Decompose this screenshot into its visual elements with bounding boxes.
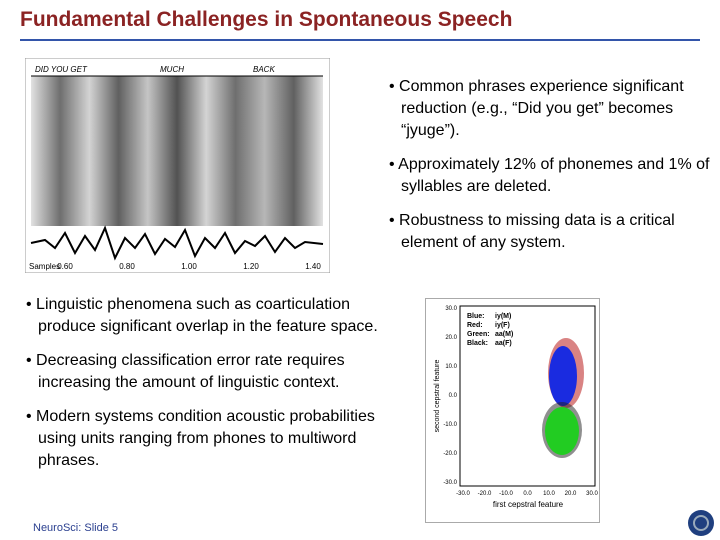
legend-key: Green:: [467, 331, 490, 338]
y-tick-label: -20.0: [443, 451, 457, 457]
x-tick-label: -30.0: [456, 491, 470, 497]
bullet: • Approximately 12% of phonemes and 1% o…: [389, 156, 710, 195]
bullet: • Modern systems condition acoustic prob…: [26, 408, 375, 469]
time-tick: 1.00: [181, 262, 197, 271]
bullet: • Common phrases experience significant …: [389, 78, 684, 139]
logo-circle: [688, 510, 714, 536]
x-tick-label: -10.0: [499, 491, 513, 497]
bullet: • Decreasing classification error rate r…: [26, 352, 345, 391]
legend-key: Blue:: [467, 313, 485, 320]
x-tick-label: 30.0: [586, 491, 598, 497]
y-tick-label: 30.0: [445, 306, 457, 312]
x-axis-label: first cepstral feature: [493, 500, 564, 509]
y-tick-label: -10.0: [443, 422, 457, 428]
y-tick-label: 0.0: [449, 393, 458, 399]
samples-label: Samples: [29, 262, 60, 271]
scatter-figure: 30.0 20.0 10.0 0.0 -10.0 -20.0 -30.0 -30.0 -20.0…: [425, 298, 600, 523]
x-tick-label: 10.0: [543, 491, 555, 497]
right-bullets: • Common phrases experience significant …: [383, 76, 720, 266]
time-tick: 1.40: [305, 262, 321, 271]
x-tick-label: -20.0: [478, 491, 492, 497]
footer: NeuroSci: Slide 5: [33, 522, 118, 534]
waveform: [30, 225, 324, 261]
logo: [688, 510, 714, 536]
y-tick-label: -30.0: [443, 480, 457, 486]
logo-ring: [693, 515, 709, 531]
y-axis-label: second cepstral feature: [434, 360, 441, 433]
legend-key: Red:: [467, 322, 483, 329]
bullet: • Robustness to missing data is a critic…: [389, 212, 675, 251]
time-tick: 0.60: [57, 262, 73, 271]
x-tick-label: 20.0: [565, 491, 577, 497]
cluster-blue: [549, 346, 577, 406]
word-label: BACK: [253, 65, 275, 74]
legend-label: aa(F): [495, 340, 512, 347]
legend-label: iy(M): [495, 313, 511, 320]
time-tick: 0.80: [119, 262, 135, 271]
word-label: DID YOU GET: [35, 65, 88, 74]
time-tick: 1.20: [243, 262, 259, 271]
title-rule: [20, 39, 700, 41]
x-tick-label: 0.0: [523, 491, 532, 497]
bullet: • Linguistic phenomena such as coarticul…: [26, 296, 378, 335]
slide-title: Fundamental Challenges in Spontaneous Sp…: [20, 8, 513, 31]
spectrogram: [31, 76, 323, 226]
cluster-green: [545, 407, 579, 455]
legend-key: Black:: [467, 340, 488, 347]
left-bullets: • Linguistic phenomena such as coarticul…: [20, 294, 388, 484]
legend-label: iy(F): [495, 322, 510, 329]
y-tick-label: 10.0: [445, 364, 457, 370]
word-label: MUCH: [160, 65, 184, 74]
legend-label: aa(M): [495, 331, 513, 338]
y-tick-label: 20.0: [445, 335, 457, 341]
